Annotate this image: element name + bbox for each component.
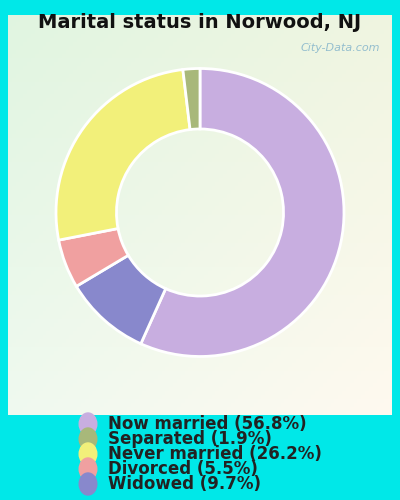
Text: Never married (26.2%): Never married (26.2%) (108, 445, 322, 463)
Text: Now married (56.8%): Now married (56.8%) (108, 415, 307, 433)
Text: Divorced (5.5%): Divorced (5.5%) (108, 460, 258, 478)
Wedge shape (183, 68, 200, 130)
Text: Separated (1.9%): Separated (1.9%) (108, 430, 272, 448)
Text: Widowed (9.7%): Widowed (9.7%) (108, 475, 261, 493)
Text: Marital status in Norwood, NJ: Marital status in Norwood, NJ (38, 12, 362, 32)
Wedge shape (141, 68, 344, 356)
Wedge shape (56, 70, 190, 240)
Text: City-Data.com: City-Data.com (301, 43, 380, 53)
Wedge shape (59, 228, 128, 286)
Wedge shape (76, 256, 166, 344)
